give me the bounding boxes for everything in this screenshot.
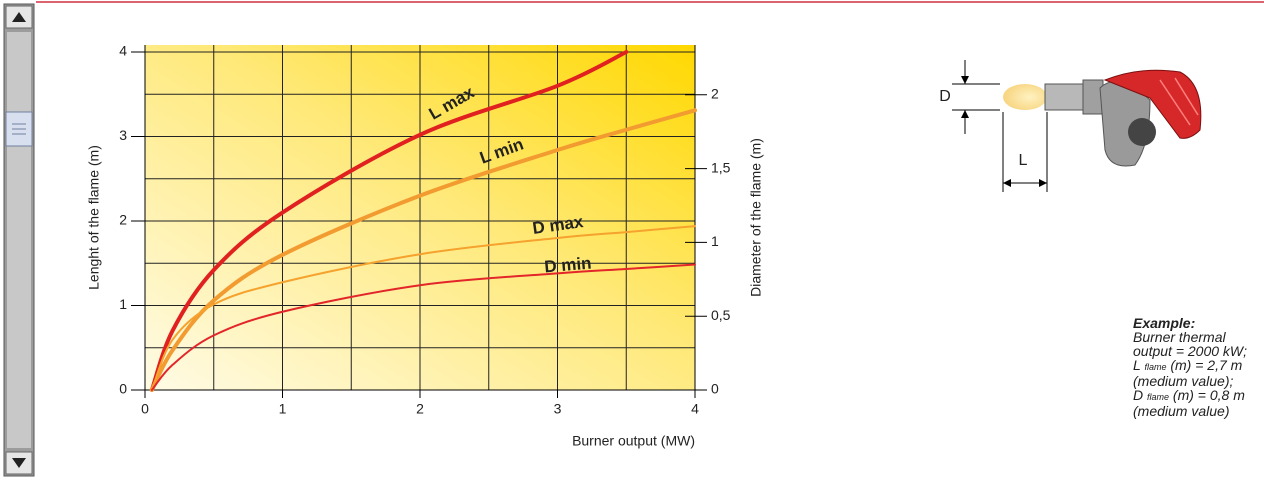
burner-diagram <box>952 60 1202 192</box>
example-line: D flame (m) = 0,8 m (medium value) <box>1133 388 1264 418</box>
y-tick-label: 0 <box>119 381 127 397</box>
y-tick-label: 3 <box>119 127 127 143</box>
y-tick-label: 1 <box>119 296 127 312</box>
scroll-trough <box>7 32 31 448</box>
scroll-down-arrow <box>12 458 26 468</box>
symbol: L <box>1133 357 1141 373</box>
y-tick-label: 2 <box>119 212 127 228</box>
y2-tick-label: 2 <box>711 86 719 102</box>
scroll-up-arrow <box>12 12 26 22</box>
y-tick-label: 4 <box>119 43 127 59</box>
x-tick-label: 3 <box>554 401 562 417</box>
x-axis-label: Burner output (MW) <box>572 433 695 449</box>
y-axis-label: Lenght of the flame (m) <box>86 145 102 290</box>
x-tick-label: 4 <box>691 401 699 417</box>
y2-tick-label: 1,5 <box>711 159 731 175</box>
y2-tick-label: 0,5 <box>711 307 731 323</box>
text: (m) = 0,8 m (medium value) <box>1133 387 1245 419</box>
example-heading: Example: <box>1133 315 1196 331</box>
y2-tick-label: 0 <box>711 381 719 397</box>
x-tick-label: 1 <box>279 401 287 417</box>
curve <box>149 50 629 392</box>
diagram-l-label: L <box>1019 152 1028 169</box>
y2-axis-label: Diameter of the flame (m) <box>748 138 764 297</box>
diagram-d-label: D <box>939 88 951 105</box>
y2-tick-label: 1 <box>711 233 719 249</box>
scroll-grip <box>12 123 26 135</box>
plot <box>144 45 696 391</box>
subscript: flame <box>1147 392 1170 402</box>
symbol: D <box>1133 387 1144 403</box>
example-line: L flame (m) = 2,7 m (medium value); <box>1133 358 1264 388</box>
text: (m) = 2,7 m (medium value); <box>1133 357 1243 389</box>
example-line: Burner thermal output = 2000 kW; <box>1133 329 1248 359</box>
curve <box>150 263 696 391</box>
x-tick-label: 0 <box>141 401 149 417</box>
curve <box>150 225 696 391</box>
x-tick-label: 2 <box>416 401 424 417</box>
example: Example: Burner thermal output = 2000 kW… <box>1133 316 1264 418</box>
curve <box>149 108 697 392</box>
subscript: flame <box>1144 362 1167 372</box>
curve-label: D min <box>544 253 593 276</box>
